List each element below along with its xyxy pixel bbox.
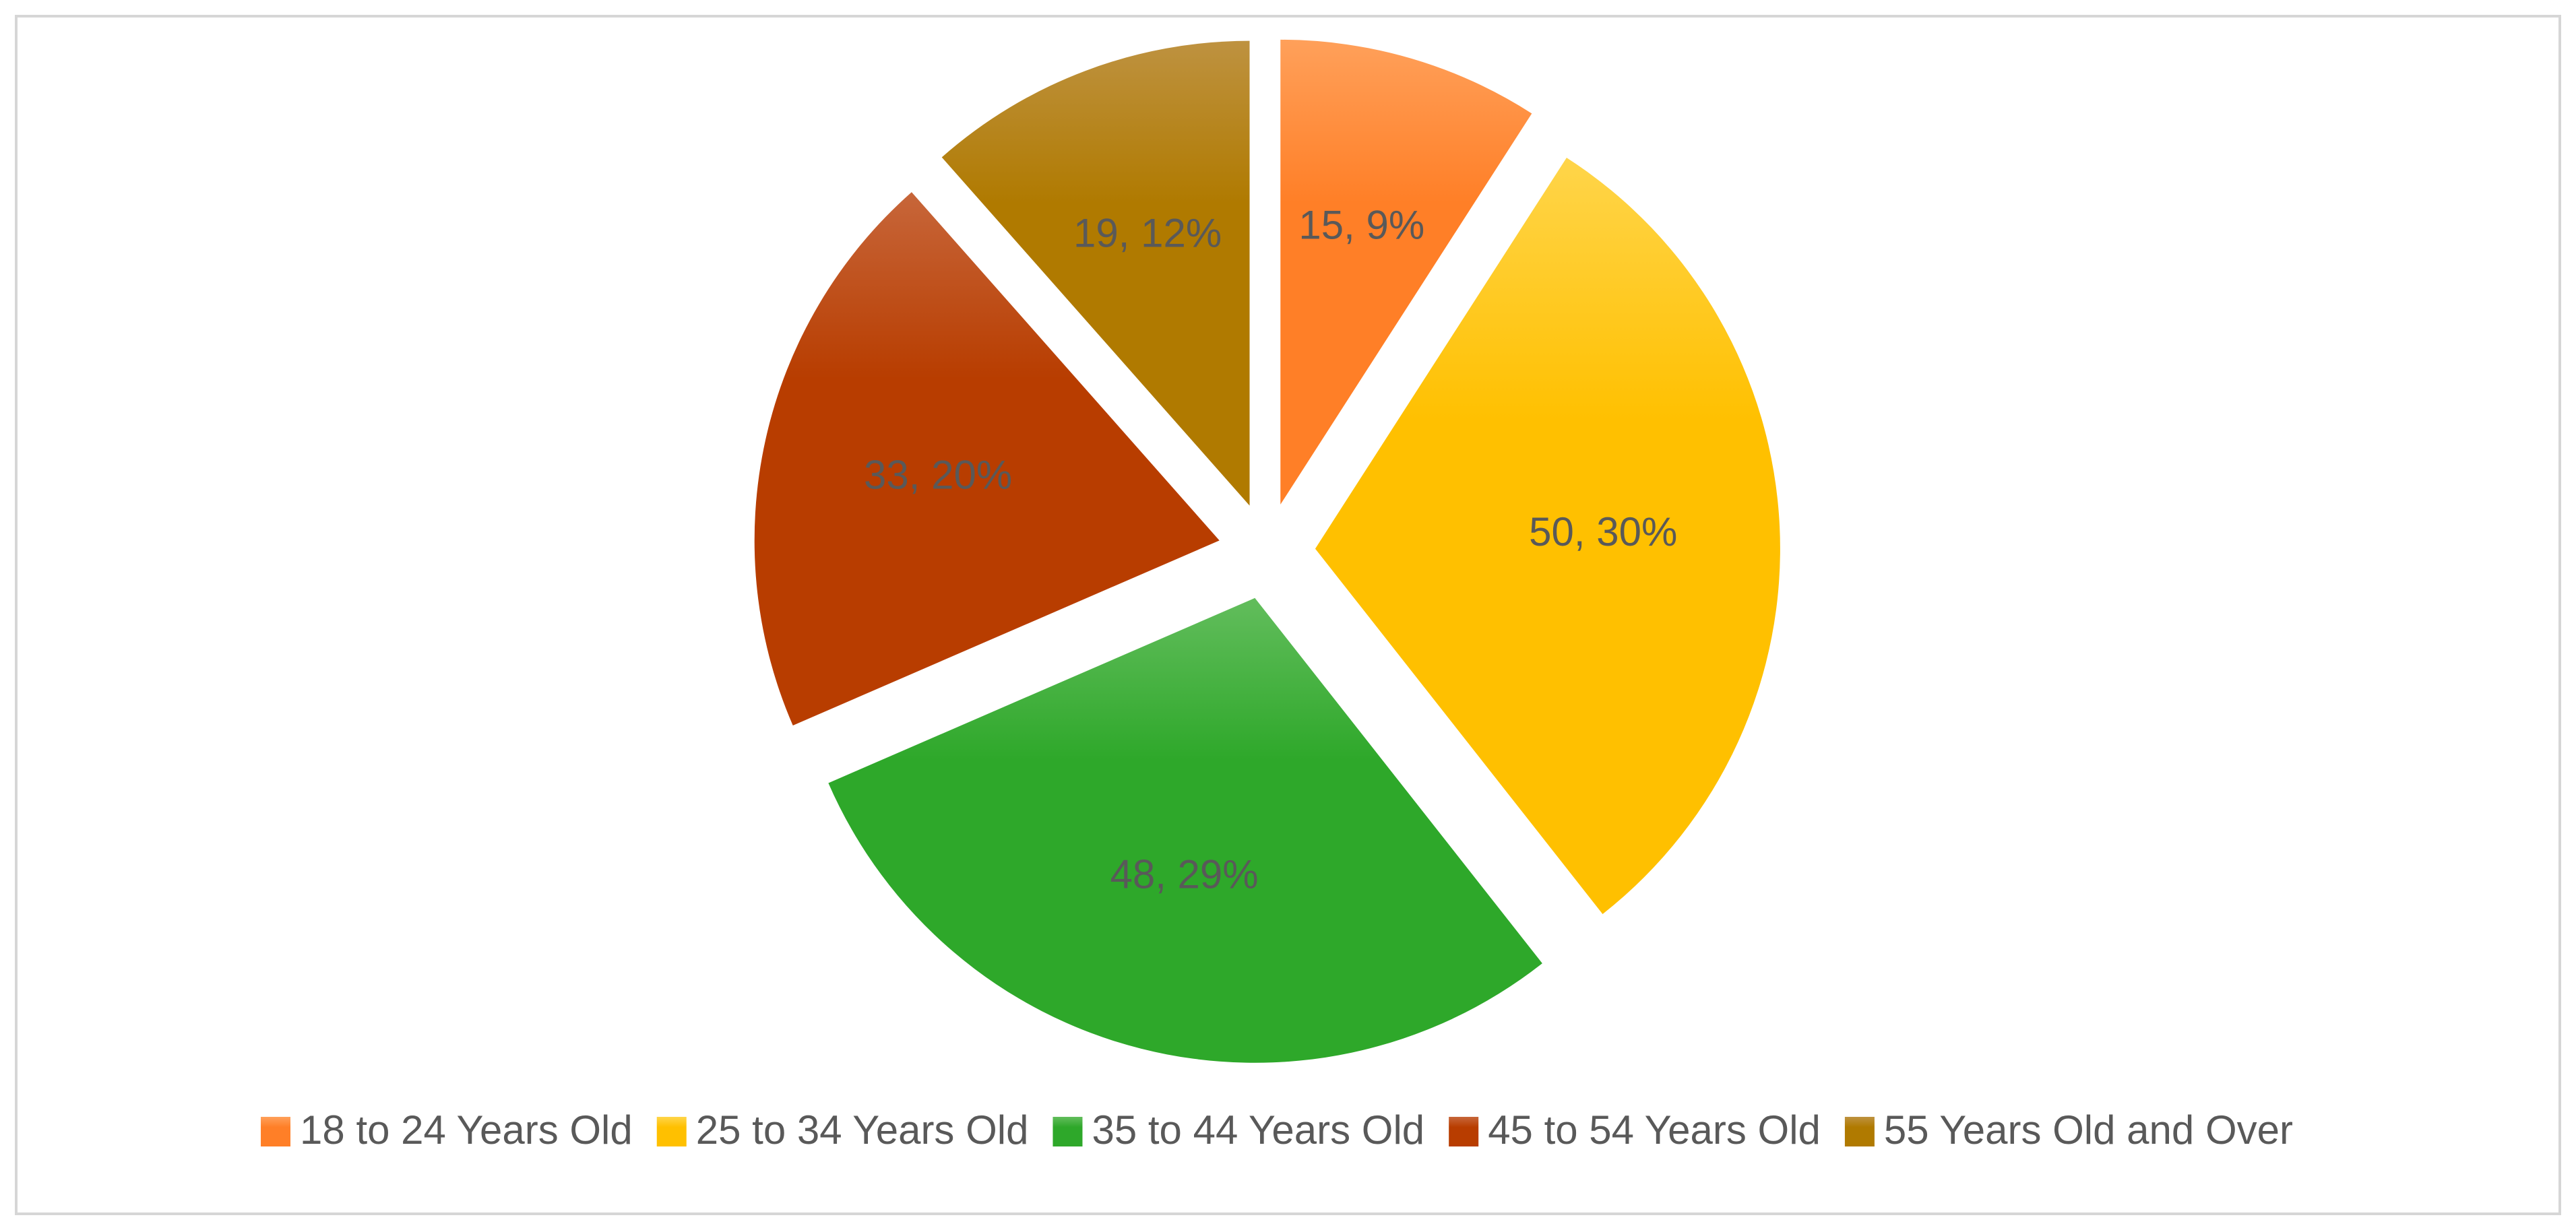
pie-slice-35-to-44-years-old — [828, 597, 1542, 1063]
legend-item-25-to-34-years-old: 25 to 34 Years Old — [656, 1107, 1029, 1153]
pie-slice-18-to-24-years-old — [1280, 39, 1532, 505]
legend-label-35-to-44-years-old: 35 to 44 Years Old — [1092, 1107, 1424, 1153]
legend-item-18-to-24-years-old: 18 to 24 Years Old — [261, 1107, 633, 1153]
legend-swatch-55-years-old-and-over — [1844, 1117, 1875, 1146]
legend-label-18-to-24-years-old: 18 to 24 Years Old — [300, 1107, 633, 1153]
data-label-45-to-54-years-old: 33, 20% — [864, 452, 1012, 497]
pie-slice-25-to-34-years-old — [1315, 158, 1780, 914]
legend-swatch-45-to-54-years-old — [1449, 1117, 1479, 1146]
legend-item-55-years-old-and-over: 55 Years Old and Over — [1844, 1107, 2293, 1153]
data-labels: 15, 9% 50, 30% 48, 29% 33, 20% 19, 12% — [864, 202, 1677, 897]
legend-label-55-years-old-and-over: 55 Years Old and Over — [1884, 1107, 2293, 1153]
data-label-18-to-24-years-old: 15, 9% — [1298, 202, 1424, 247]
legend-label-45-to-54-years-old: 45 to 54 Years Old — [1488, 1107, 1821, 1153]
legend-item-45-to-54-years-old: 45 to 54 Years Old — [1449, 1107, 1821, 1153]
data-label-35-to-44-years-old: 48, 29% — [1110, 851, 1258, 897]
legend-label-25-to-34-years-old: 25 to 34 Years Old — [696, 1107, 1029, 1153]
legend: 18 to 24 Years Old 25 to 34 Years Old 35 t… — [261, 1107, 2293, 1153]
legend-item-35-to-44-years-old: 35 to 44 Years Old — [1053, 1107, 1424, 1153]
pie-slice-55-years-old-and-over — [941, 40, 1250, 506]
data-label-55-years-old-and-over: 19, 12% — [1073, 210, 1222, 255]
data-label-25-to-34-years-old: 50, 30% — [1529, 509, 1677, 554]
legend-swatch-35-to-44-years-old — [1053, 1117, 1083, 1146]
legend-swatch-25-to-34-years-old — [656, 1117, 687, 1146]
legend-swatch-18-to-24-years-old — [261, 1117, 291, 1146]
pie-slices — [754, 39, 1780, 1063]
pie-slice-45-to-54-years-old — [754, 192, 1220, 725]
